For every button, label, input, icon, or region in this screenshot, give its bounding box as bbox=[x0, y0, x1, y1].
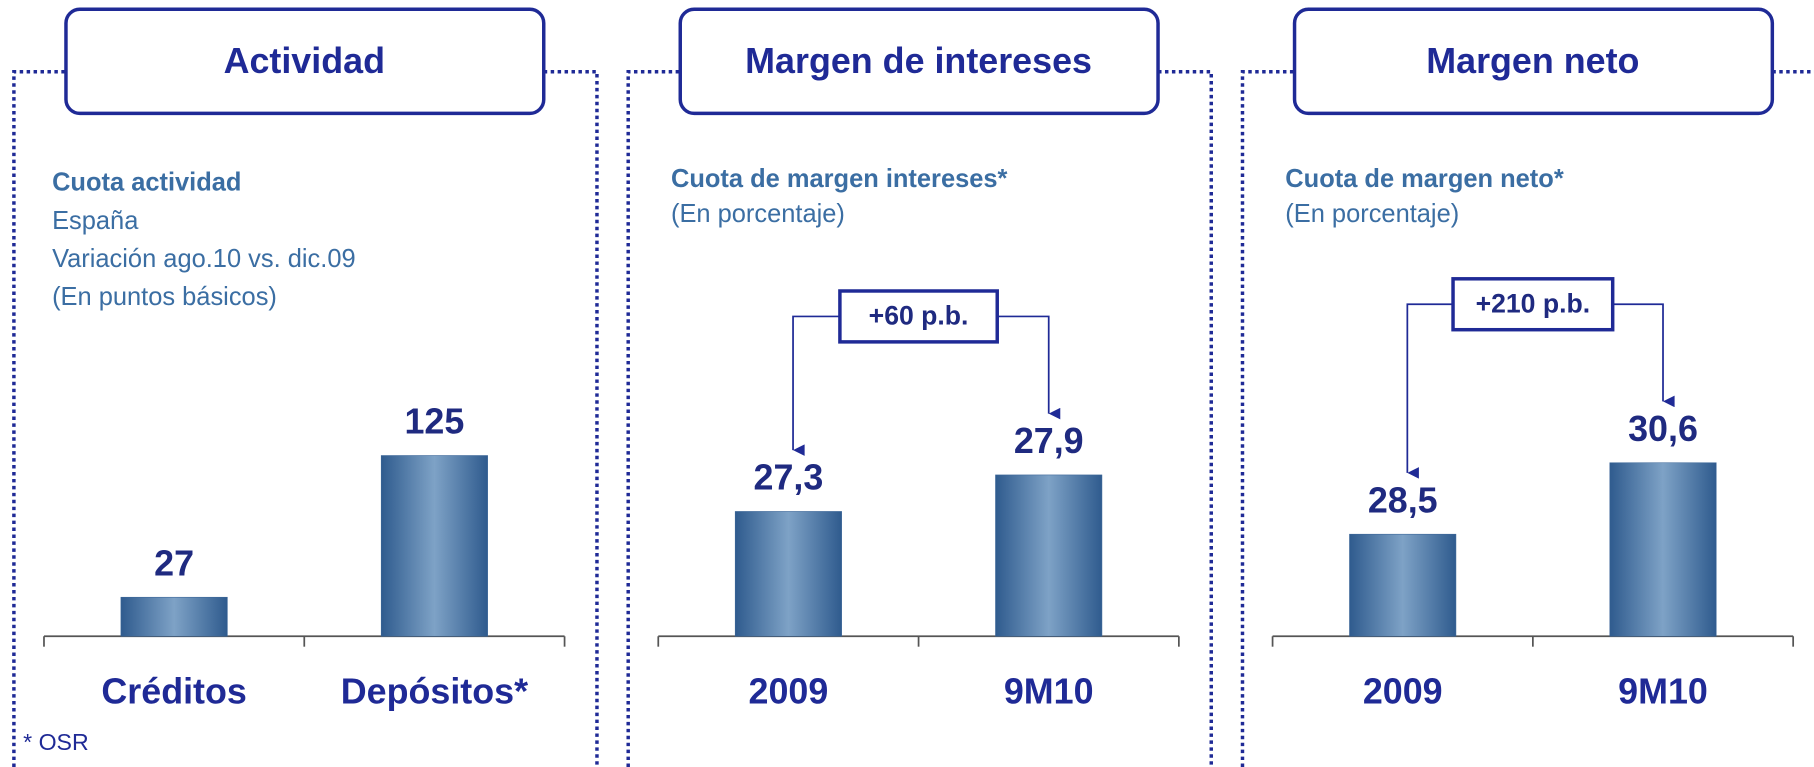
subtitle: Cuota actividad bbox=[52, 169, 241, 197]
panel-frame bbox=[543, 69, 599, 767]
category-label: 9M10 bbox=[1004, 672, 1094, 712]
annotation: +60 p.b. bbox=[869, 301, 969, 331]
connector-arrow bbox=[792, 315, 840, 456]
bar bbox=[995, 474, 1103, 637]
category-label: 9M10 bbox=[1618, 672, 1708, 712]
connector-arrow bbox=[997, 315, 1061, 420]
panel-frame bbox=[1240, 69, 1295, 767]
value-label: 27,3 bbox=[754, 458, 824, 498]
bar bbox=[380, 455, 488, 637]
panel-title: Margen neto bbox=[1426, 41, 1639, 81]
connector-arrow bbox=[1406, 303, 1454, 479]
bar bbox=[1609, 462, 1717, 637]
panel-frame bbox=[12, 69, 66, 767]
bar bbox=[1349, 533, 1457, 637]
description: Variación ago.10 vs. dic.09 bbox=[52, 245, 356, 273]
bar bbox=[734, 511, 842, 637]
category-label: Depósitos* bbox=[341, 672, 528, 712]
value-label: 125 bbox=[404, 402, 464, 442]
subtitle: Cuota de margen neto* bbox=[1285, 165, 1564, 193]
annotation-box bbox=[838, 289, 999, 344]
footnote: * OSR bbox=[23, 729, 89, 755]
connector-arrow bbox=[1612, 303, 1675, 408]
panel-title: Margen de intereses bbox=[745, 41, 1092, 81]
description: (En porcentaje) bbox=[1285, 200, 1459, 228]
description: España bbox=[52, 207, 139, 235]
description: (En puntos básicos) bbox=[52, 283, 277, 311]
category-label: 2009 bbox=[1363, 672, 1443, 712]
panel-title: Actividad bbox=[224, 41, 385, 81]
value-label: 30,6 bbox=[1628, 409, 1698, 449]
annotation-box bbox=[1451, 277, 1615, 332]
bar bbox=[120, 596, 228, 637]
panel-frame bbox=[1772, 69, 1814, 74]
subtitle: Cuota de margen intereses* bbox=[671, 165, 1008, 193]
annotation: +210 p.b. bbox=[1476, 288, 1591, 318]
title-box bbox=[64, 7, 546, 116]
description: (En porcentaje) bbox=[671, 200, 845, 228]
panel-frame bbox=[1158, 69, 1213, 767]
value-label: 28,5 bbox=[1368, 480, 1438, 520]
value-label: 27,9 bbox=[1014, 421, 1084, 461]
value-label: 27 bbox=[154, 543, 194, 583]
title-box bbox=[678, 7, 1160, 116]
panel-frame bbox=[626, 69, 681, 767]
category-label: Créditos bbox=[101, 672, 246, 712]
category-label: 2009 bbox=[749, 672, 829, 712]
title-box bbox=[1292, 7, 1775, 116]
